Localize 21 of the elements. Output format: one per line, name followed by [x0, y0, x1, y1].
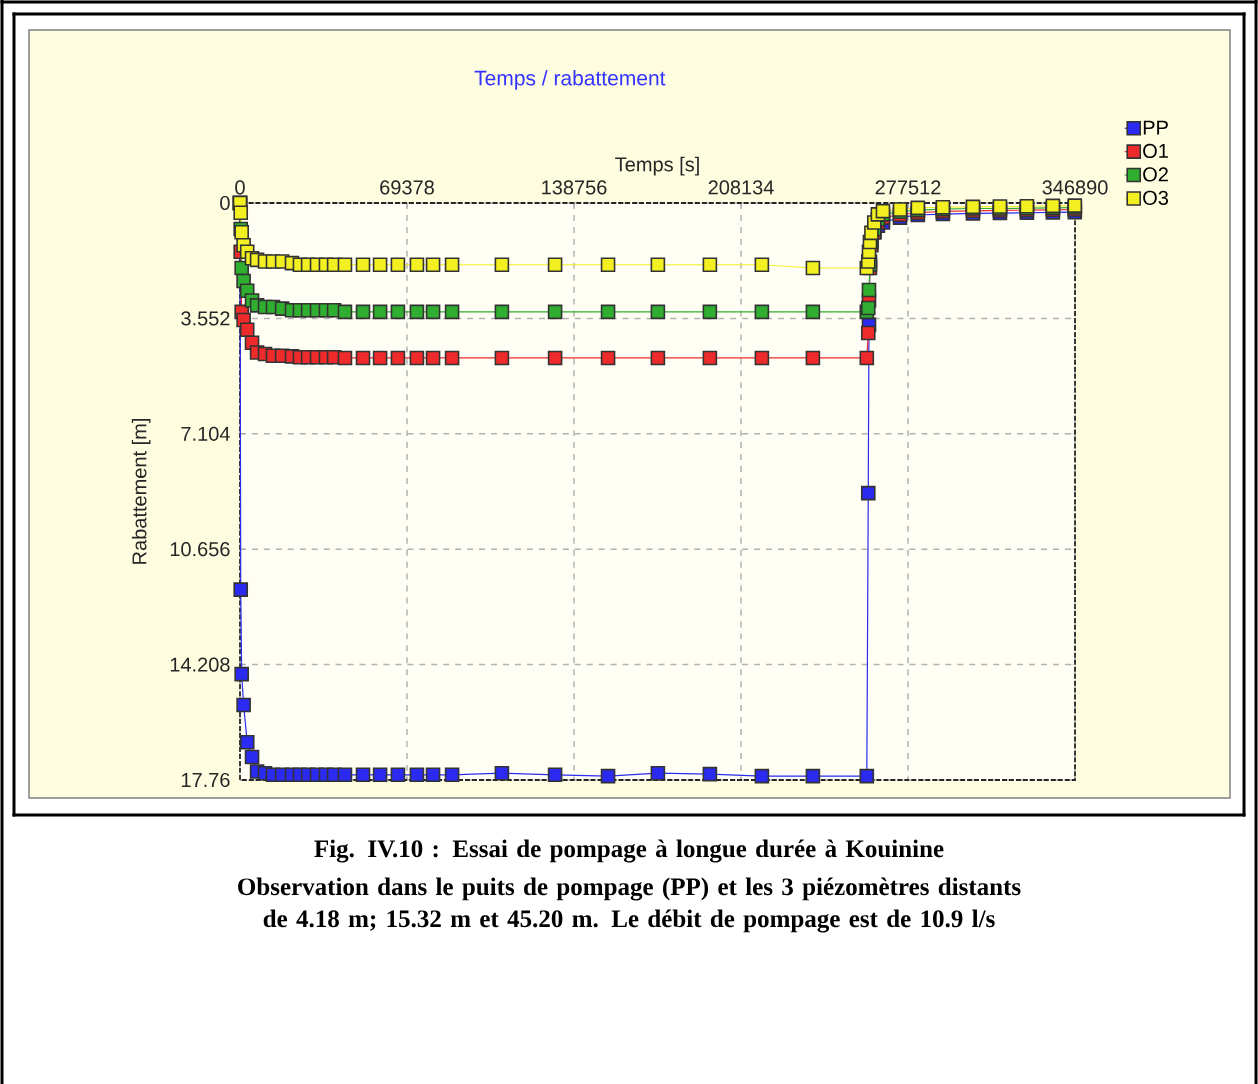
y-tick-label: 14.208	[170, 657, 230, 672]
chart-title: Temps / rabattement	[474, 70, 666, 90]
legend-label: O1	[1143, 143, 1168, 159]
x-tick-label: 69378	[380, 180, 434, 195]
y-tick-label: 0	[220, 195, 230, 211]
x-tick-label: 138756	[542, 180, 607, 195]
text: Observation dans le puits de pompage (PP) et les 3 piézomètres distants de 4.18 m; 15.32 m et 45.20 m. Le débit de pompage est de 10.9 l/s	[238, 877, 1021, 933]
x-tick-label: 346890	[1042, 180, 1108, 195]
y-tick-label: 7.104	[181, 426, 230, 441]
legend-label: PP	[1143, 120, 1168, 135]
y-tick-label: 10.656	[170, 542, 230, 557]
legend-label: O2	[1143, 167, 1168, 182]
x-tick-label: 208134	[708, 180, 774, 195]
x-axis-title: Temps [s]	[615, 156, 699, 176]
legend-label: O3	[1143, 190, 1169, 205]
y-tick-label: 3.552	[181, 311, 230, 326]
text: Fig. IV.10 : Essai de pompage à longue durée à Kouinine	[314, 839, 944, 863]
x-tick-label: 0	[235, 180, 245, 195]
x-tick-label: 277512	[875, 180, 941, 195]
y-axis-title: Rabattement [m]	[131, 419, 151, 564]
y-tick-label: 17.76	[181, 772, 230, 788]
